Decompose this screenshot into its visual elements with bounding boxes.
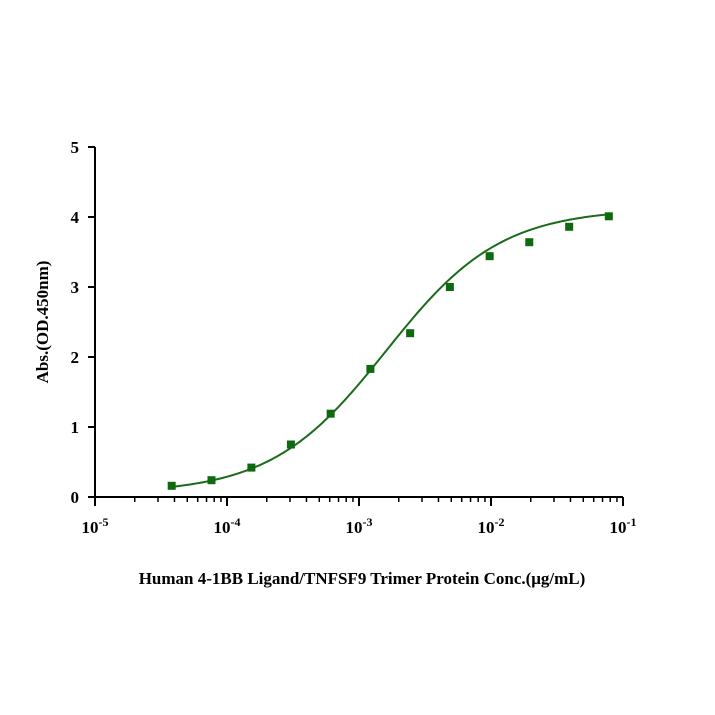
data-point	[525, 238, 534, 247]
data-point	[247, 463, 256, 472]
x-tick-label: 10-2	[478, 515, 505, 537]
data-point	[565, 222, 574, 231]
y-tick-label: 3	[71, 278, 80, 297]
y-tick-label: 2	[71, 348, 80, 367]
y-tick-label: 4	[71, 208, 80, 227]
data-point	[207, 476, 216, 485]
data-point	[445, 283, 454, 291]
data-point	[167, 481, 176, 490]
x-tick-label: 10-5	[82, 515, 109, 537]
x-tick-label: 10-4	[214, 515, 241, 537]
fit-curve	[171, 213, 609, 488]
data-point	[485, 252, 494, 261]
data-point	[604, 212, 613, 221]
y-axis-title: Abs.(OD.450nm)	[33, 261, 52, 384]
y-tick-label: 5	[71, 138, 80, 157]
data-point	[406, 329, 415, 338]
plot-area	[167, 212, 613, 490]
y-tick-label: 1	[71, 418, 80, 437]
x-tick-label: 10-3	[346, 515, 373, 537]
data-point	[286, 440, 295, 449]
y-tick-label: 0	[71, 488, 80, 507]
x-axis-title: Human 4-1BB Ligand/TNFSF9 Trimer Protein…	[139, 569, 586, 588]
axes: 0 1 2 3 4 5 10-5 10-4 10-3 10-2 10-1	[71, 138, 637, 537]
data-point	[326, 409, 335, 418]
x-tick-label: 10-1	[610, 515, 637, 537]
data-point	[366, 364, 375, 373]
